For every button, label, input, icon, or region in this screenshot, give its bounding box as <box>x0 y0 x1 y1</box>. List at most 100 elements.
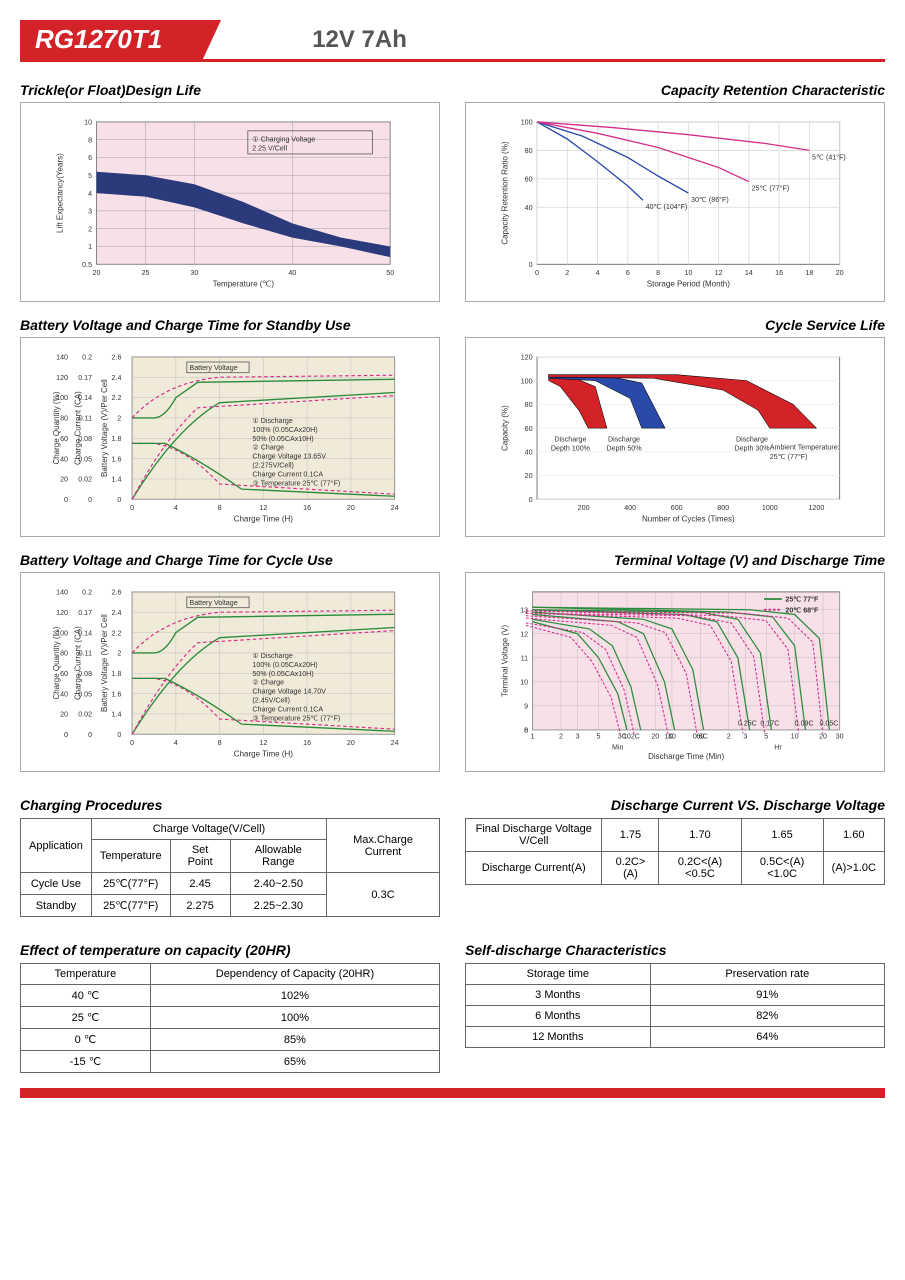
svg-text:Lift Expectancy(Years): Lift Expectancy(Years) <box>56 153 65 233</box>
svg-text:20: 20 <box>60 711 68 719</box>
svg-text:0.2: 0.2 <box>82 354 92 362</box>
svg-text:0.05C: 0.05C <box>819 719 838 727</box>
svg-text:100% (0.05CAx20H): 100% (0.05CAx20H) <box>252 426 317 434</box>
svg-text:40: 40 <box>525 204 533 212</box>
svg-text:0: 0 <box>529 496 533 504</box>
svg-text:Charge Quantity (%): Charge Quantity (%) <box>52 626 61 699</box>
svg-text:(2.45V/Cell): (2.45V/Cell) <box>252 697 290 705</box>
svg-text:20: 20 <box>525 472 533 480</box>
svg-text:③ Temperature 25℃ (77°F): ③ Temperature 25℃ (77°F) <box>252 479 340 487</box>
svg-text:Depth 30%: Depth 30% <box>734 444 770 452</box>
td: 64% <box>650 1027 884 1048</box>
cycle-charge-chart: 04812162024000200.021.4400.051.6600.081.… <box>20 572 440 772</box>
svg-text:(2.275V/Cell): (2.275V/Cell) <box>252 462 294 470</box>
td: 102% <box>150 985 439 1007</box>
svg-text:Terminal Voltage (V): Terminal Voltage (V) <box>501 625 510 697</box>
cycle-charge-panel: Battery Voltage and Charge Time for Cycl… <box>20 552 440 772</box>
table-title: Charging Procedures <box>20 797 440 813</box>
svg-text:24: 24 <box>391 504 399 512</box>
svg-text:Battery Voltage: Battery Voltage <box>189 599 237 607</box>
svg-text:0.25C: 0.25C <box>738 719 757 727</box>
svg-text:3: 3 <box>88 208 92 216</box>
svg-text:20: 20 <box>347 739 355 747</box>
chart-title: Battery Voltage and Charge Time for Cycl… <box>20 552 440 568</box>
standby-panel: Battery Voltage and Charge Time for Stan… <box>20 317 440 537</box>
svg-text:60: 60 <box>525 425 533 433</box>
svg-text:30: 30 <box>836 733 844 741</box>
svg-text:Hr: Hr <box>774 743 782 751</box>
svg-text:40: 40 <box>288 269 296 277</box>
svg-text:Battery Voltage (V)/Per Cell: Battery Voltage (V)/Per Cell <box>100 614 109 712</box>
svg-text:8: 8 <box>656 269 660 277</box>
svg-text:10: 10 <box>684 269 692 277</box>
svg-text:2: 2 <box>559 733 563 741</box>
svg-text:Depth 50%: Depth 50% <box>606 444 642 452</box>
svg-text:1: 1 <box>531 733 535 741</box>
td: 1.70 <box>659 819 741 852</box>
td: 2.275 <box>170 895 230 917</box>
svg-text:Capacity Retention Ratio (%): Capacity Retention Ratio (%) <box>501 141 510 244</box>
svg-text:Storage Period (Month): Storage Period (Month) <box>647 280 730 289</box>
td: 91% <box>650 985 884 1006</box>
svg-text:Temperature (℃): Temperature (℃) <box>213 280 275 289</box>
svg-text:25℃ (77°F): 25℃ (77°F) <box>752 185 790 193</box>
cycle-life-panel: Cycle Service Life 200400600800100012000… <box>465 317 885 537</box>
svg-text:11: 11 <box>521 654 528 662</box>
th: Temperature <box>91 840 170 873</box>
td: 2.45 <box>170 873 230 895</box>
svg-text:Charge Voltage 14.70V: Charge Voltage 14.70V <box>252 688 326 696</box>
svg-text:1.8: 1.8 <box>112 435 122 443</box>
retention-panel: Capacity Retention Characteristic 024681… <box>465 82 885 302</box>
svg-text:Charge Quantity (%): Charge Quantity (%) <box>52 391 61 464</box>
svg-text:20: 20 <box>819 733 827 741</box>
td: (A)>1.0C <box>823 852 884 885</box>
svg-text:40: 40 <box>60 690 68 698</box>
header: RG1270T1 12V 7Ah <box>20 20 885 62</box>
svg-text:4: 4 <box>88 190 92 198</box>
td: 65% <box>150 1051 439 1073</box>
svg-text:0: 0 <box>130 739 134 747</box>
svg-text:600: 600 <box>671 504 683 512</box>
svg-text:Battery Voltage: Battery Voltage <box>189 364 237 372</box>
svg-text:2: 2 <box>565 269 569 277</box>
temp-capacity-section: Effect of temperature on capacity (20HR)… <box>20 927 440 1073</box>
svg-text:1.6: 1.6 <box>112 455 122 463</box>
svg-text:8: 8 <box>88 136 92 144</box>
svg-text:120: 120 <box>56 374 68 382</box>
svg-text:2: 2 <box>88 225 92 233</box>
svg-text:Charge Current (CA): Charge Current (CA) <box>73 391 82 465</box>
trickle-chart: 20253040500.5123456810① Charging Voltage… <box>20 102 440 302</box>
terminal-chart: 891011121301235102030602351020303C2C1C0.… <box>465 572 885 772</box>
svg-text:Charge Current (CA): Charge Current (CA) <box>73 626 82 700</box>
th: Storage time <box>466 964 651 985</box>
table-title: Discharge Current VS. Discharge Voltage <box>465 797 885 813</box>
svg-text:80: 80 <box>60 415 68 423</box>
svg-text:0.02: 0.02 <box>78 476 92 484</box>
svg-text:0: 0 <box>130 504 134 512</box>
svg-text:① Discharge: ① Discharge <box>252 417 292 425</box>
svg-text:2.25 V/Cell: 2.25 V/Cell <box>252 144 287 152</box>
svg-text:1: 1 <box>88 243 92 251</box>
td: 100% <box>150 1007 439 1029</box>
svg-text:0: 0 <box>529 261 533 269</box>
svg-text:Discharge Time (Min): Discharge Time (Min) <box>648 752 724 761</box>
td: 1.60 <box>823 819 884 852</box>
td: 1.75 <box>602 819 659 852</box>
svg-text:12: 12 <box>259 504 267 512</box>
svg-text:4: 4 <box>174 504 178 512</box>
svg-text:Min: Min <box>612 743 624 751</box>
td: 0.2C<(A)<0.5C <box>659 852 741 885</box>
svg-text:4: 4 <box>596 269 600 277</box>
svg-text:6: 6 <box>626 269 630 277</box>
svg-text:10: 10 <box>791 733 799 741</box>
svg-text:40℃ (104°F): 40℃ (104°F) <box>646 203 688 211</box>
th: Charge Voltage(V/Cell) <box>91 819 326 840</box>
th: Allowable Range <box>230 840 326 873</box>
th: Temperature <box>21 964 151 985</box>
td: 25℃(77°F) <box>91 873 170 895</box>
th: Max.Charge Current <box>327 819 440 873</box>
svg-text:Depth 100%: Depth 100% <box>551 444 591 452</box>
svg-text:10: 10 <box>520 678 528 686</box>
temp-capacity-table: TemperatureDependency of Capacity (20HR)… <box>20 963 440 1073</box>
svg-text:14: 14 <box>745 269 753 277</box>
